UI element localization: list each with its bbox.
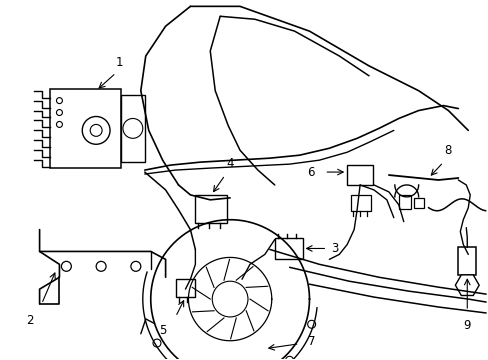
FancyBboxPatch shape [274, 238, 302, 260]
Circle shape [131, 261, 141, 271]
Circle shape [96, 261, 106, 271]
Circle shape [153, 339, 161, 347]
FancyBboxPatch shape [49, 89, 121, 168]
Text: 6: 6 [306, 166, 314, 179]
Circle shape [56, 121, 62, 127]
Text: 5: 5 [159, 324, 166, 337]
Circle shape [212, 281, 247, 317]
FancyBboxPatch shape [346, 165, 372, 185]
Circle shape [285, 356, 293, 360]
Circle shape [56, 109, 62, 116]
Circle shape [90, 125, 102, 136]
Text: 2: 2 [26, 314, 33, 327]
FancyBboxPatch shape [350, 195, 370, 211]
Text: 3: 3 [331, 242, 338, 255]
FancyBboxPatch shape [413, 198, 423, 208]
Circle shape [56, 98, 62, 104]
Text: 1: 1 [115, 56, 122, 69]
Circle shape [82, 117, 110, 144]
Text: 9: 9 [463, 319, 470, 332]
Circle shape [307, 320, 315, 328]
FancyBboxPatch shape [175, 279, 195, 297]
FancyBboxPatch shape [195, 195, 226, 223]
FancyBboxPatch shape [457, 247, 475, 275]
Circle shape [122, 118, 142, 138]
FancyBboxPatch shape [398, 195, 410, 209]
Text: 4: 4 [226, 157, 233, 170]
FancyBboxPatch shape [121, 95, 144, 162]
Circle shape [61, 261, 71, 271]
Text: 8: 8 [444, 144, 451, 157]
Text: 7: 7 [307, 335, 314, 348]
